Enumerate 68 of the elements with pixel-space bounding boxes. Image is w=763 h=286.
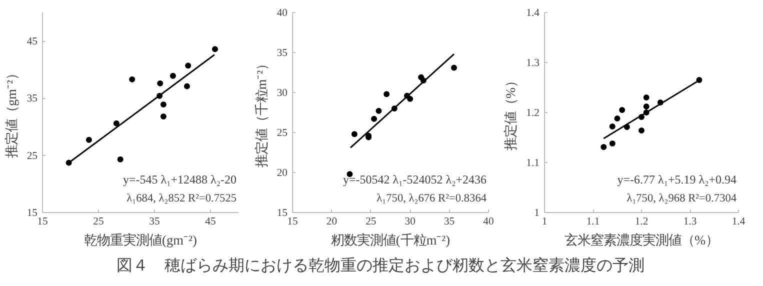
- x-tick-label: 40: [483, 216, 494, 228]
- point: [160, 102, 166, 108]
- point: [184, 83, 190, 90]
- point: [609, 140, 616, 146]
- x-tick-label: 1.2: [634, 216, 648, 228]
- point: [157, 80, 164, 86]
- annotation: y=-545 λ₁+12488 λ₂-20: [123, 172, 237, 186]
- point: [600, 144, 607, 150]
- x-tick-label: 25: [93, 216, 104, 228]
- point: [451, 64, 458, 71]
- x-tick-label: 1.1: [586, 216, 600, 228]
- x-tick-label: 20: [326, 216, 338, 228]
- x-tick-label: 25: [366, 216, 376, 228]
- annotation: λ₁750, λ₂676 R²=0.8364: [376, 192, 487, 204]
- y-tick-label: 35: [26, 94, 38, 105]
- y-tick-label: 45: [26, 36, 38, 48]
- y-tick-label: 1: [534, 208, 540, 219]
- y-tick-label: 35: [276, 48, 288, 59]
- point: [614, 116, 620, 122]
- point: [170, 72, 176, 79]
- point: [384, 91, 390, 98]
- x-axis-title: 籾数実測値(千粒m⁻²): [330, 232, 450, 248]
- y-axis-title: 推定値（gm⁻²）: [4, 66, 19, 158]
- x-axis-title: 玄米窒素濃度実測値（%）: [564, 232, 719, 248]
- annotation: λ₁684, λ₂852 R²=0.7525: [126, 192, 237, 204]
- point: [129, 76, 136, 82]
- y-tick-label: 25: [276, 128, 288, 139]
- point: [619, 107, 626, 113]
- x-tick-label: 35: [149, 216, 160, 228]
- point: [371, 116, 378, 122]
- point: [160, 114, 166, 120]
- point: [113, 120, 120, 126]
- y-tick-label: 15: [276, 208, 288, 219]
- y-tick-label: 1.1: [526, 158, 540, 169]
- point: [638, 128, 644, 134]
- point: [212, 46, 218, 52]
- x-tick-label: 15: [37, 216, 48, 228]
- x-tick-label: 45: [205, 216, 216, 228]
- y-tick-label: 15: [26, 208, 38, 219]
- x-axis-title: 乾物重実測値(gm⁻²): [84, 232, 197, 248]
- x-tick-label: 35: [444, 216, 455, 228]
- y-tick-label: 20: [276, 168, 288, 179]
- point: [643, 94, 650, 100]
- y-tick-label: 25: [26, 150, 38, 162]
- annotation: y=-6.77 λ₁+5.19 λ₂+0.94: [617, 172, 737, 186]
- y-axis-title: 推定値（千粒m⁻²）: [254, 57, 269, 168]
- x-tick-label: 1.4: [732, 216, 746, 228]
- point: [609, 124, 616, 130]
- text: 図４ 穂ばらみ期における乾物重の推定および籾数と玄米窒素濃度の予測: [116, 256, 644, 274]
- point: [351, 131, 358, 138]
- x-tick-label: 30: [404, 216, 416, 228]
- y-axis-title: 推定値（%）: [503, 74, 518, 151]
- x-tick-label: 1: [542, 216, 548, 228]
- x-tick-label: 1.3: [683, 216, 697, 228]
- annotation: y=-50542 λ₁-524052 λ₂+2436: [343, 172, 487, 186]
- annotation: λ₁750, λ₂968 R²=0.7304: [626, 192, 737, 204]
- y-tick-label: 1.4: [526, 8, 540, 19]
- point: [376, 108, 382, 114]
- y-tick-label: 1.2: [526, 108, 540, 119]
- y-tick-label: 40: [276, 8, 288, 19]
- y-tick-label: 30: [276, 88, 288, 99]
- point: [407, 96, 414, 102]
- point: [643, 104, 650, 110]
- point: [86, 136, 92, 143]
- y-tick-label: 1.3: [526, 58, 540, 69]
- x-tick-label: 15: [287, 216, 298, 228]
- point: [117, 156, 124, 162]
- point: [185, 62, 192, 69]
